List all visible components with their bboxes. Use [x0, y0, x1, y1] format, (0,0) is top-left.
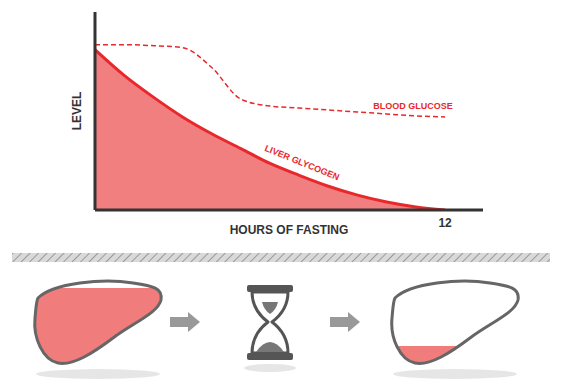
svg-text:LEVEL: LEVEL — [70, 92, 84, 131]
svg-text:HOURS OF FASTING: HOURS OF FASTING — [230, 223, 349, 237]
svg-text:BLOOD GLUCOSE: BLOOD GLUCOSE — [373, 101, 453, 111]
svg-text:LIVER GLYCOGEN: LIVER GLYCOGEN — [263, 143, 341, 182]
svg-text:12: 12 — [438, 216, 452, 230]
